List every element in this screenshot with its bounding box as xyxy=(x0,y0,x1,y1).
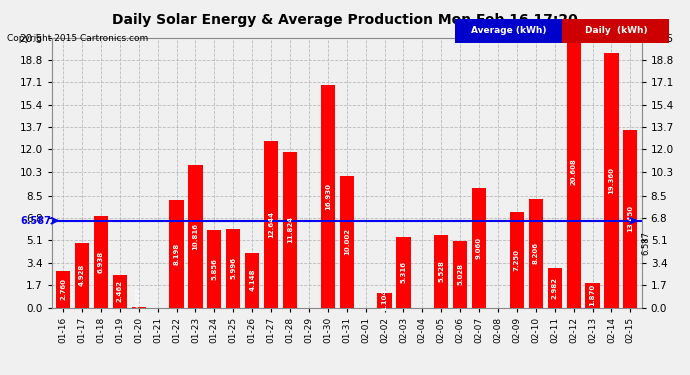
Text: Daily  (kWh): Daily (kWh) xyxy=(584,26,647,36)
Text: Daily Solar Energy & Average Production Mon Feb 16 17:20: Daily Solar Energy & Average Production … xyxy=(112,13,578,27)
Bar xyxy=(529,200,543,308)
Bar xyxy=(472,188,486,308)
Text: 8.198: 8.198 xyxy=(174,242,179,265)
Bar xyxy=(510,212,524,308)
Text: 6.587: 6.587 xyxy=(642,231,651,255)
Bar xyxy=(264,141,278,308)
Text: 6.587: 6.587 xyxy=(21,216,51,226)
Bar xyxy=(434,235,448,308)
Bar xyxy=(283,152,297,308)
Bar xyxy=(566,36,581,308)
Bar xyxy=(453,241,467,308)
Text: 5.996: 5.996 xyxy=(230,257,236,279)
Text: 6.938: 6.938 xyxy=(98,251,104,273)
Text: 11.824: 11.824 xyxy=(287,216,293,243)
Bar xyxy=(94,216,108,308)
Bar xyxy=(75,243,89,308)
Bar xyxy=(377,293,392,308)
Text: 12.644: 12.644 xyxy=(268,211,274,238)
Text: 8.206: 8.206 xyxy=(533,243,539,264)
Text: Average (kWh): Average (kWh) xyxy=(471,26,546,36)
Bar xyxy=(188,165,203,308)
Text: 2.982: 2.982 xyxy=(552,277,558,299)
Text: 7.250: 7.250 xyxy=(514,249,520,271)
Text: 5.528: 5.528 xyxy=(438,260,444,282)
Text: 19.360: 19.360 xyxy=(609,166,615,194)
Text: 5.028: 5.028 xyxy=(457,263,463,285)
Text: Copyright 2015 Cartronics.com: Copyright 2015 Cartronics.com xyxy=(7,34,148,43)
Bar xyxy=(396,237,411,308)
Bar xyxy=(585,283,600,308)
Bar xyxy=(548,268,562,308)
Text: 10.816: 10.816 xyxy=(193,223,199,250)
Text: 5.316: 5.316 xyxy=(400,261,406,284)
Text: 2.760: 2.760 xyxy=(60,278,66,300)
Bar xyxy=(226,228,240,308)
Bar xyxy=(56,271,70,308)
Bar xyxy=(170,200,184,308)
Text: 1.104: 1.104 xyxy=(382,289,388,311)
Bar xyxy=(112,275,127,308)
Text: 13.450: 13.450 xyxy=(627,206,633,232)
Text: 10.002: 10.002 xyxy=(344,228,350,255)
Bar xyxy=(623,130,638,308)
Text: 5.856: 5.856 xyxy=(211,258,217,280)
Text: 2.462: 2.462 xyxy=(117,280,123,302)
Bar xyxy=(207,230,221,308)
Text: 4.148: 4.148 xyxy=(249,269,255,291)
Text: 4.928: 4.928 xyxy=(79,264,85,286)
Text: 0.022: 0.022 xyxy=(136,287,141,307)
Bar xyxy=(245,253,259,308)
Text: 20.608: 20.608 xyxy=(571,158,577,185)
Bar xyxy=(604,53,618,308)
Bar xyxy=(321,84,335,308)
Bar xyxy=(339,176,354,308)
Text: 9.060: 9.060 xyxy=(476,237,482,259)
Text: 16.930: 16.930 xyxy=(325,183,331,210)
Text: 1.870: 1.870 xyxy=(589,284,595,306)
